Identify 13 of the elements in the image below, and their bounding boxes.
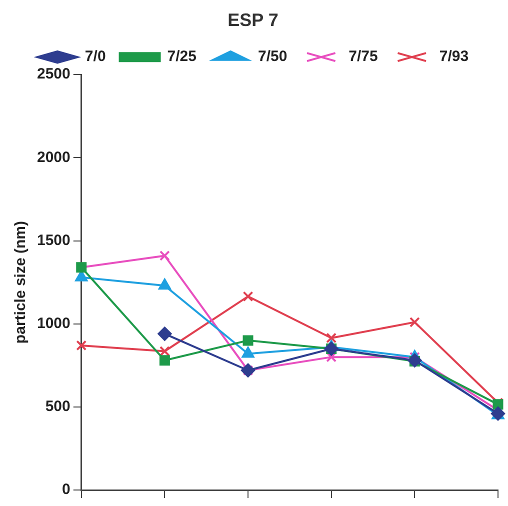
y-tick-label: 1500 <box>36 232 70 249</box>
y-tick-label: 2500 <box>36 66 70 83</box>
y-axis-title: particle size (nm) <box>12 221 30 344</box>
y-tick-label: 0 <box>62 481 70 498</box>
legend-label: 7/25 <box>167 48 196 66</box>
legend-label: 7/50 <box>258 48 288 66</box>
y-tick-label: 2000 <box>36 148 70 166</box>
y-tick-label: 500 <box>45 398 70 416</box>
chart-title: ESP 7 <box>228 10 278 30</box>
legend-label: 7/0 <box>84 48 106 66</box>
y-tick-label: 1000 <box>36 314 70 332</box>
legend-label: 7/75 <box>348 48 378 66</box>
legend-label: 7/93 <box>439 48 469 66</box>
